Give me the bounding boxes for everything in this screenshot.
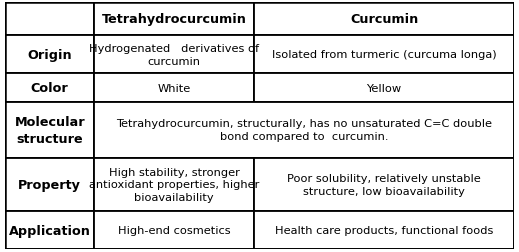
Bar — [254, 3, 514, 36]
Text: Health care products, functional foods: Health care products, functional foods — [275, 225, 493, 235]
Bar — [94, 36, 254, 74]
Bar — [94, 74, 254, 103]
Bar — [254, 74, 514, 103]
Bar — [254, 158, 514, 211]
Bar — [5, 3, 94, 36]
Bar — [5, 36, 94, 74]
Text: Poor solubility, relatively unstable
structure, low bioavailability: Poor solubility, relatively unstable str… — [287, 173, 481, 196]
Text: Hydrogenated   derivatives of
curcumin: Hydrogenated derivatives of curcumin — [89, 44, 260, 66]
Text: Property: Property — [18, 178, 81, 191]
Text: Yellow: Yellow — [366, 83, 402, 93]
Text: Tetrahydrocurcumin, structurally, has no unsaturated C=C double
bond compared to: Tetrahydrocurcumin, structurally, has no… — [116, 119, 492, 142]
Bar — [94, 158, 254, 211]
Bar — [5, 74, 94, 103]
Text: Color: Color — [31, 82, 69, 95]
Text: High stability, stronger
antioxidant properties, higher
bioavailability: High stability, stronger antioxidant pro… — [89, 167, 260, 202]
Text: Molecular
structure: Molecular structure — [15, 116, 85, 145]
Text: Isolated from turmeric (curcuma longa): Isolated from turmeric (curcuma longa) — [272, 50, 497, 60]
Text: Origin: Origin — [28, 49, 72, 61]
Text: Application: Application — [9, 224, 91, 237]
Bar — [254, 211, 514, 249]
Text: High-end cosmetics: High-end cosmetics — [118, 225, 230, 235]
Bar — [254, 36, 514, 74]
Text: Tetrahydrocurcumin: Tetrahydrocurcumin — [102, 13, 247, 26]
Text: Curcumin: Curcumin — [350, 13, 418, 26]
Text: White: White — [158, 83, 191, 93]
Bar — [94, 211, 254, 249]
Bar — [5, 211, 94, 249]
Bar — [94, 103, 514, 158]
Bar — [94, 3, 254, 36]
Bar — [5, 158, 94, 211]
Bar — [5, 103, 94, 158]
